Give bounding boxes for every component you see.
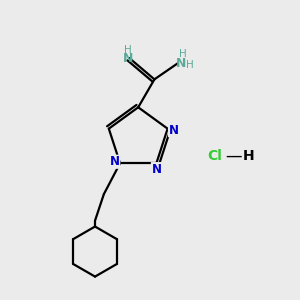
Text: N: N	[110, 155, 120, 168]
Text: H: H	[179, 49, 187, 59]
Text: H: H	[187, 60, 194, 70]
Text: H: H	[243, 149, 254, 163]
Text: N: N	[176, 57, 186, 70]
Text: Cl: Cl	[207, 149, 222, 163]
Text: N: N	[152, 163, 161, 176]
Text: N: N	[169, 124, 178, 136]
Text: H: H	[124, 45, 132, 55]
Text: —: —	[226, 147, 242, 165]
Text: N: N	[123, 52, 133, 64]
